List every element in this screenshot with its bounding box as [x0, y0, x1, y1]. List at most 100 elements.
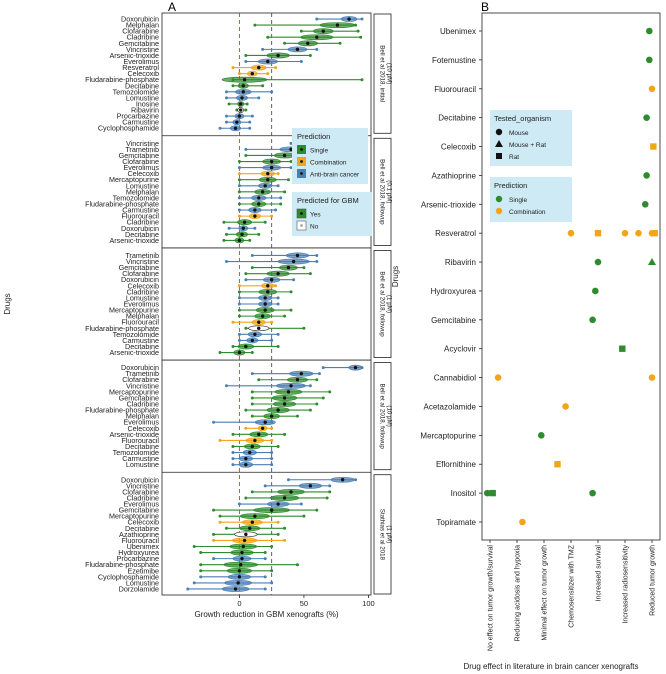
- range-point: [295, 414, 299, 418]
- range-point: [283, 526, 287, 530]
- drug-label: Ribavirin: [445, 258, 476, 267]
- median-point: [244, 532, 248, 537]
- median-point: [266, 178, 270, 182]
- median-point: [250, 71, 255, 76]
- drug-label: Doxorubicin: [121, 275, 159, 284]
- median-point: [244, 456, 248, 461]
- range-point: [315, 260, 319, 264]
- drug-label: Arsenic-trioxide: [109, 348, 159, 357]
- x-axis-title: Growth reduction in GBM xenografts (%): [194, 610, 338, 619]
- drug-label: Cladribine: [127, 400, 159, 409]
- range-point: [237, 184, 241, 188]
- x-tick-label: Reducing acidosis and hypoxia: [515, 545, 522, 642]
- data-point: [484, 489, 491, 497]
- panel-label-b: B: [481, 0, 489, 14]
- median-point: [242, 78, 247, 82]
- legend-title: Prediction: [297, 132, 330, 141]
- range-point: [266, 35, 270, 39]
- range-point: [266, 72, 270, 76]
- median-point: [240, 550, 244, 555]
- range-point: [308, 272, 312, 276]
- range-point: [359, 35, 363, 39]
- facet-label: (1 µM): [386, 525, 393, 543]
- range-point: [225, 114, 229, 118]
- range-point: [244, 496, 248, 500]
- drug-label: Eflornithine: [436, 460, 477, 469]
- drug-label: Decitabine: [125, 524, 159, 533]
- median-point: [244, 344, 248, 349]
- median-point: [260, 314, 265, 318]
- range-point: [295, 563, 299, 567]
- legend-shape: [495, 195, 503, 203]
- drug-label: Vincristine: [126, 45, 159, 54]
- range-point: [199, 563, 203, 567]
- legend-shape: [495, 140, 503, 147]
- y-axis-title: Drugs: [3, 293, 12, 314]
- drug-label: Everolimus: [123, 418, 159, 427]
- drug-label: Ubenimex: [440, 27, 476, 36]
- range-point: [263, 220, 267, 224]
- range-point: [261, 47, 265, 51]
- range-point: [253, 226, 257, 230]
- drug-label: Gemcitabine: [431, 316, 476, 325]
- range-point: [315, 508, 319, 512]
- median-point: [286, 390, 291, 394]
- range-point: [263, 551, 267, 555]
- median-point: [295, 378, 300, 382]
- range-point: [250, 372, 254, 376]
- drug-label: Dorzolamide: [119, 584, 159, 593]
- range-point: [328, 490, 332, 494]
- data-point: [594, 258, 602, 266]
- median-point: [253, 438, 257, 443]
- drug-label: Mercaptopurine: [109, 306, 159, 315]
- median-point: [248, 450, 252, 455]
- legend-title: Tested_organism: [494, 114, 551, 123]
- range-point: [276, 332, 280, 336]
- drug-label: Gemcitabine: [119, 263, 159, 272]
- range-point: [237, 302, 241, 306]
- data-point: [621, 229, 629, 237]
- median-point: [257, 196, 261, 200]
- drug-label: Vincristine: [126, 257, 159, 266]
- drug-label: Procarbazine: [117, 112, 159, 121]
- range-point: [263, 484, 267, 488]
- facet-label: Bell et al 2018, followup: [379, 383, 386, 449]
- range-point: [274, 208, 278, 212]
- drug-label: Clofarabine: [122, 157, 159, 166]
- median-point: [237, 114, 242, 118]
- data-point: [646, 56, 653, 64]
- data-point: [648, 258, 656, 266]
- range-point: [283, 314, 287, 318]
- legend-shape: [496, 153, 502, 159]
- drug-label: Gemcitabine: [119, 151, 159, 160]
- median-point: [347, 17, 351, 21]
- median-point: [266, 59, 270, 64]
- range-point: [317, 372, 321, 376]
- range-point: [250, 414, 254, 418]
- drug-label: Doxorubicin: [121, 475, 159, 484]
- drug-label: Celecoxib: [441, 143, 477, 152]
- drug-label: Arsenic-trioxide: [109, 236, 159, 245]
- median-point: [238, 102, 243, 106]
- median-point: [237, 569, 242, 573]
- panel-b-plot-area: [481, 12, 661, 541]
- range-point: [231, 66, 235, 70]
- median-point: [257, 202, 261, 206]
- range-point: [212, 508, 216, 512]
- median-point: [269, 165, 274, 170]
- data-point: [619, 345, 626, 352]
- drug-label: Mercaptopurine: [109, 387, 159, 396]
- median-point: [253, 208, 257, 212]
- median-point: [253, 514, 257, 518]
- range-point: [308, 53, 312, 57]
- range-point: [276, 344, 280, 348]
- range-point: [315, 253, 319, 257]
- range-point: [237, 190, 241, 194]
- range-point: [250, 253, 254, 257]
- x-tick-label: Increased survival: [596, 545, 603, 602]
- range-point: [283, 432, 287, 436]
- range-point: [250, 351, 254, 355]
- x-tick-label: 0: [237, 599, 241, 608]
- range-point: [253, 23, 257, 27]
- drug-label: Gemcitabine: [119, 506, 159, 515]
